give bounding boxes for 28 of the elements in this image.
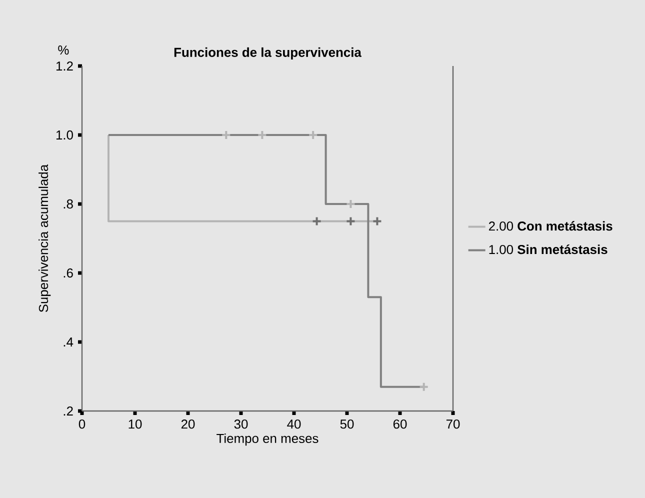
chart-title: Funciones de la supervivencia	[174, 47, 362, 60]
y-tick-label: .4	[64, 338, 74, 346]
x-tick-label: 10	[128, 420, 142, 429]
point	[346, 216, 356, 226]
point	[312, 216, 322, 226]
point	[372, 216, 382, 226]
x-tick-label: 50	[340, 420, 354, 429]
y-axis-title: Supervivencia acumulada	[38, 164, 51, 312]
legend-label: 1.00 Sin metástasis	[489, 244, 608, 254]
x-tick-label: 0	[78, 420, 86, 429]
x-tick-label: 30	[234, 420, 248, 429]
y-tick-label: 1.0	[56, 130, 73, 140]
legend-label: 2.00 Con metástasis	[488, 221, 612, 231]
text: %	[58, 46, 69, 55]
point	[221, 130, 232, 140]
y-tick-label: .2	[64, 406, 73, 416]
y-tick-label: .8	[64, 199, 73, 209]
point	[346, 198, 356, 209]
x-tick-label: 60	[393, 420, 407, 429]
point	[418, 382, 429, 392]
point	[308, 130, 318, 140]
x-axis-title: Tiempo en meses	[216, 434, 318, 446]
y-tick-label: .6	[64, 268, 73, 278]
x-tick-label: 20	[181, 420, 195, 429]
x-tick-label: 40	[287, 420, 301, 429]
y-tick-label: 1.2	[56, 61, 73, 71]
point	[257, 130, 268, 140]
x-tick-label: 70	[446, 420, 460, 429]
